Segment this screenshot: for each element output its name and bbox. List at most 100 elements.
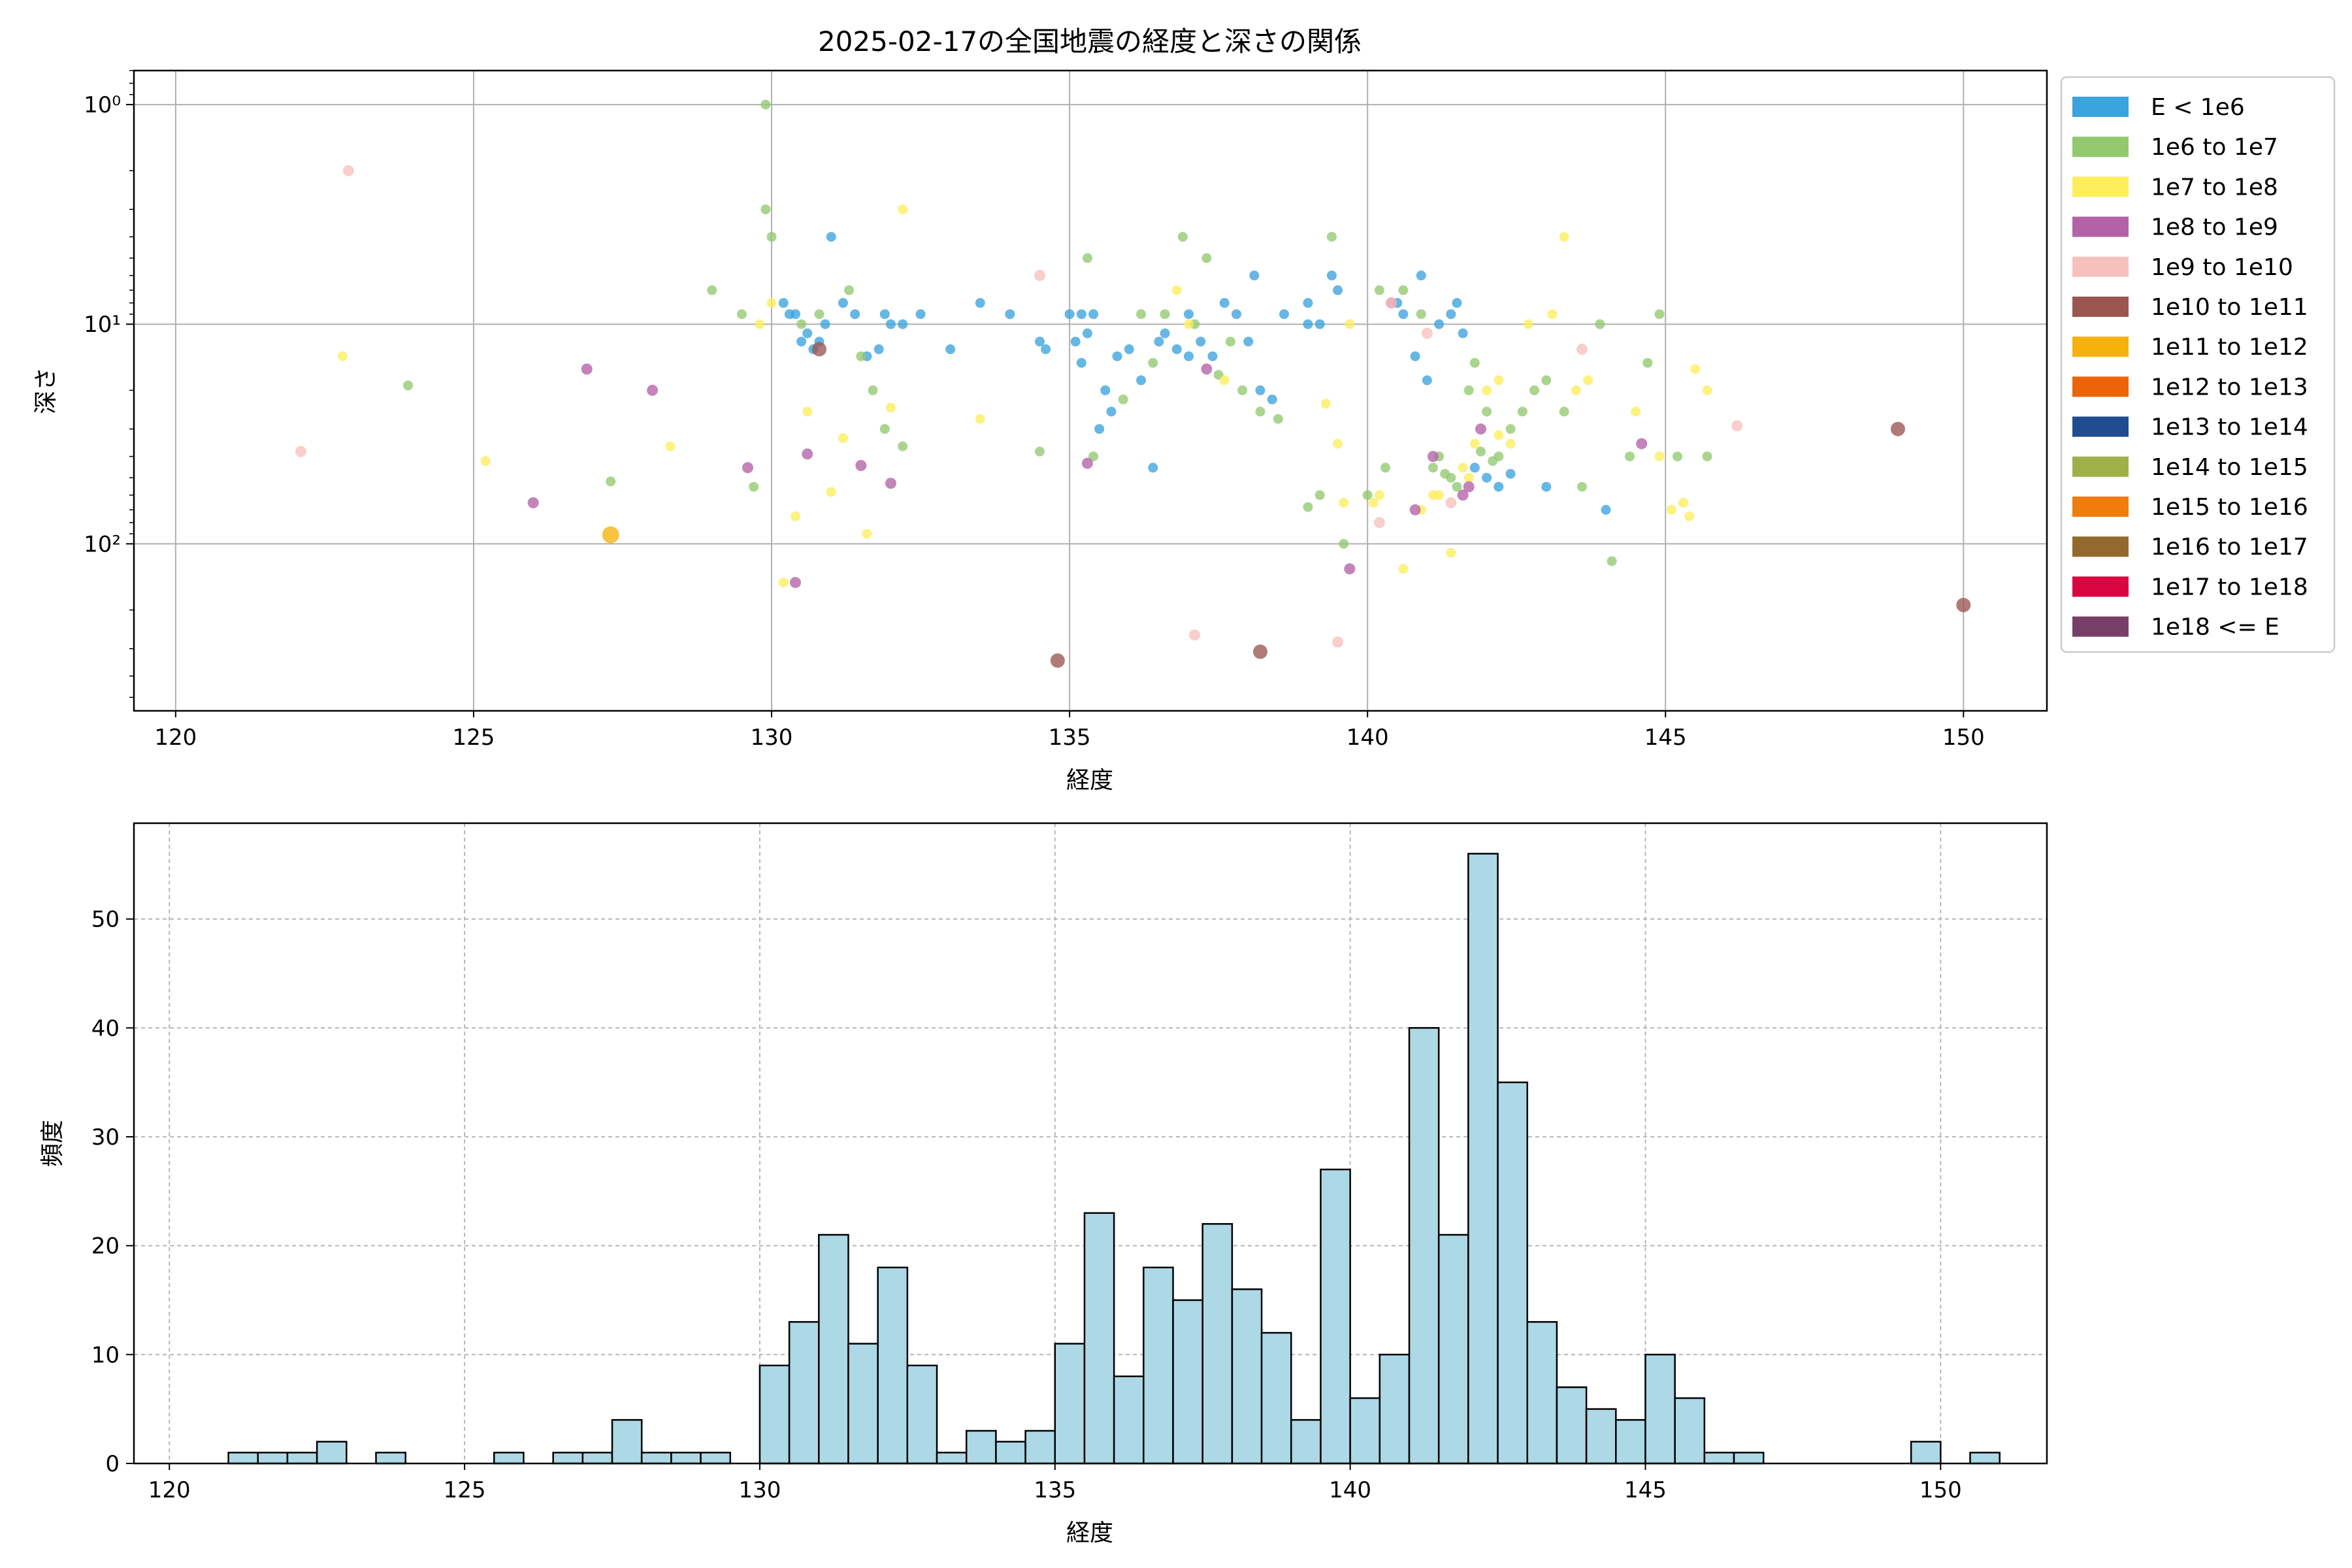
- scatter-point: [1196, 336, 1206, 347]
- histogram-bar: [847, 1343, 879, 1465]
- scatter-point: [898, 204, 908, 214]
- scatter-point: [742, 462, 754, 474]
- scatter-point: [1201, 253, 1212, 263]
- scatter-point: [811, 342, 826, 357]
- histogram-bar: [1615, 1419, 1646, 1465]
- legend-swatch: [2072, 137, 2129, 157]
- scatter-point: [1672, 451, 1682, 462]
- scatter-point: [337, 351, 348, 361]
- histogram-ytick-label: 0: [105, 1451, 120, 1477]
- scatter-point: [1457, 489, 1469, 501]
- scatter-point: [1160, 328, 1170, 338]
- histogram-bar: [1320, 1168, 1351, 1465]
- scatter-title: 2025-02-17の全国地震の経度と深さの関係: [818, 25, 1362, 57]
- histogram-bar: [1260, 1331, 1292, 1465]
- scatter-point: [1255, 385, 1266, 395]
- scatter-point: [1303, 502, 1313, 512]
- histogram-ylabel: 頻度: [39, 1120, 66, 1167]
- scatter-point: [1081, 457, 1093, 469]
- histogram-ticks: 120 125 130 135 140 145 150 0 10 20 30 40 50: [91, 907, 1962, 1503]
- scatter-point: [1237, 385, 1248, 395]
- scatter-point: [1255, 406, 1266, 417]
- scatter-point: [1684, 511, 1695, 521]
- scatter-point: [1482, 385, 1492, 395]
- scatter-point: [1315, 490, 1325, 500]
- histogram-bar: [788, 1321, 820, 1465]
- legend-swatch: [2072, 416, 2129, 437]
- scatter-point: [1267, 394, 1277, 404]
- scatter-point: [1303, 298, 1313, 308]
- scatter-xtick-label: 135: [1049, 725, 1091, 751]
- scatter-point: [1398, 309, 1409, 319]
- scatter-ytick-label: 10⁰: [84, 92, 121, 118]
- scatter-point: [1219, 375, 1230, 385]
- scatter-point: [1505, 424, 1516, 434]
- histogram-bar: [877, 1266, 909, 1465]
- histogram-bar: [286, 1452, 318, 1465]
- scatter-point: [1452, 482, 1462, 492]
- scatter-xtick-label: 130: [751, 725, 793, 751]
- histogram-bar: [1910, 1441, 1942, 1465]
- scatter-point: [1171, 285, 1182, 295]
- scatter-xtick-label: 140: [1347, 725, 1389, 751]
- scatter-point: [1427, 451, 1439, 463]
- histogram-xtick-label: 130: [738, 1477, 781, 1503]
- scatter-point: [1654, 451, 1665, 462]
- scatter-point: [915, 309, 926, 319]
- scatter-point: [1702, 385, 1712, 395]
- scatter-point: [1201, 363, 1213, 375]
- scatter-point: [755, 319, 765, 329]
- histogram-bars: [227, 853, 2001, 1465]
- legend-label: 1e15 to 1e16: [2151, 494, 2308, 521]
- scatter-point: [1583, 375, 1593, 385]
- legend-label: 1e13 to 1e14: [2151, 414, 2308, 441]
- scatter-point: [1373, 517, 1385, 529]
- legend-label: 1e9 to 1e10: [2151, 254, 2293, 281]
- scatter-point: [1041, 344, 1051, 355]
- scatter-point: [1547, 309, 1558, 319]
- scatter-point: [850, 309, 860, 319]
- scatter-point: [1595, 319, 1605, 329]
- histogram-bar: [1556, 1386, 1588, 1465]
- scatter-point: [403, 380, 414, 391]
- scatter-ticks: 120 125 130 135 140 145 150 10⁰ 10¹ 10²: [84, 70, 1985, 751]
- scatter-point: [1374, 490, 1384, 500]
- scatter-point: [342, 165, 354, 176]
- scatter-point: [1529, 385, 1540, 395]
- scatter-point: [820, 319, 830, 329]
- legend: E < 1e6 1e6 to 1e7 1e7 to 1e8 1e8 to 1e9 1e9…: [2060, 76, 2336, 653]
- legend-label: 1e14 to 1e15: [2151, 454, 2308, 481]
- scatter-point: [1303, 319, 1313, 329]
- histogram-bar: [1113, 1375, 1145, 1465]
- legend-label: 1e11 to 1e12: [2151, 334, 2308, 361]
- histogram-xtick-label: 145: [1624, 1477, 1667, 1503]
- scatter-point: [1576, 344, 1588, 355]
- scatter-point: [1482, 472, 1492, 483]
- scatter-point: [1333, 285, 1343, 295]
- scatter-xtick-label: 145: [1644, 725, 1687, 751]
- scatter-point: [1326, 270, 1337, 281]
- legend-label: 1e17 to 1e18: [2151, 574, 2308, 600]
- scatter-point: [1362, 490, 1373, 500]
- scatter-point: [879, 424, 890, 434]
- scatter-point: [1410, 351, 1420, 361]
- scatter-point: [856, 351, 866, 361]
- scatter-point: [1184, 319, 1194, 329]
- scatter-point: [975, 298, 985, 308]
- scatter-point: [1252, 644, 1267, 659]
- scatter-point: [1559, 406, 1569, 417]
- scatter-point: [1315, 319, 1325, 329]
- scatter-point: [1326, 231, 1337, 242]
- scatter-point: [749, 482, 759, 492]
- histogram-bar: [1644, 1354, 1676, 1465]
- scatter-point: [1243, 336, 1254, 347]
- scatter-point: [1469, 438, 1480, 449]
- scatter-point: [1601, 504, 1611, 515]
- scatter-point: [1050, 653, 1065, 668]
- legend-items: E < 1e6 1e6 to 1e7 1e7 to 1e8 1e8 to 1e9 1e9…: [2072, 94, 2308, 641]
- scatter-point: [1517, 406, 1527, 417]
- scatter-xtick-label: 120: [154, 725, 197, 751]
- scatter-point: [295, 446, 306, 457]
- scatter-point: [975, 414, 985, 424]
- scatter-ytick-label: 10²: [84, 531, 121, 557]
